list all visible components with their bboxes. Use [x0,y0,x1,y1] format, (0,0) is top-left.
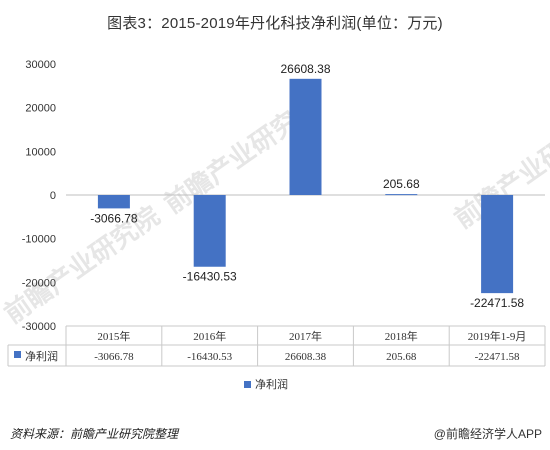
table-value-cell: -22471.58 [475,351,520,363]
y-tick-label: 0 [50,190,56,202]
legend-swatch [244,381,251,388]
bar [97,195,130,209]
chart-title: 图表3：2015-2019年丹化科技净利润(单位：万元) [107,15,443,32]
bar [289,78,322,195]
y-tick-label: 10000 [25,146,56,158]
y-tick-label: -10000 [22,234,56,246]
bar [481,195,514,294]
table-category-label: 2018年 [385,329,418,343]
bar-chart: 30000 20000 10000 0 -10000 -20000 -30000 -3066… [7,59,546,391]
table-value-cell: -16430.53 [187,351,232,363]
table-legend-key [14,351,21,358]
brand-text: @前瞻经济学人APP [433,427,542,441]
data-label: -16430.53 [183,270,237,284]
table-category-label: 2017年 [289,329,322,343]
table-value-cell: 205.68 [386,351,417,363]
y-tick-label: -20000 [22,277,56,289]
table-category-label: 2019年1-9月 [468,329,527,343]
data-label: 26608.38 [280,62,330,76]
table-category-label: 2015年 [97,329,130,343]
bar [193,195,226,267]
data-label: -22471.58 [470,296,524,310]
table-value-cell: 26608.38 [285,351,327,363]
table-category-label: 2016年 [193,329,226,343]
data-label: 205.68 [383,177,420,191]
data-label: -3066.78 [90,211,138,225]
legend-label: 净利润 [255,377,288,391]
table-value-cell: -3066.78 [94,351,134,363]
bar [385,194,418,196]
brand-label: @前瞻经济学人APP [434,425,542,442]
y-tick-label: 20000 [25,103,56,115]
source-note: 资料来源：前瞻产业研究院整理 [10,427,179,441]
footer: 资料来源：前瞻产业研究院整理 @前瞻经济学人APP [10,425,542,445]
y-tick-label: -30000 [22,321,56,333]
table-series-label: 净利润 [25,349,58,363]
y-tick-label: 30000 [25,59,56,71]
